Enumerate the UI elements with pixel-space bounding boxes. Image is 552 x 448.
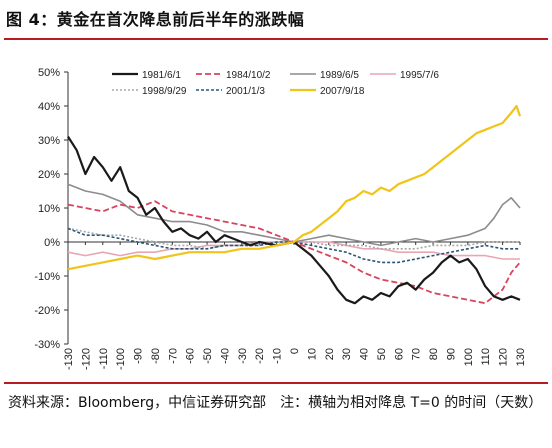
- x-tick-label: 120: [498, 348, 510, 366]
- y-tick-label: -10%: [34, 271, 60, 283]
- chart-axes: [67, 72, 520, 344]
- x-axis-ticks: -130 -120 -110 -100 -90 -80 -70 -60 -50 -40 -30 -20…: [63, 242, 527, 370]
- legend-label: 1989/6/5: [320, 70, 359, 81]
- x-tick-label: -60: [185, 348, 197, 364]
- y-tick-label: -20%: [34, 305, 60, 317]
- y-tick-label: -30%: [34, 339, 60, 351]
- source-divider: [4, 382, 548, 384]
- x-tick-label: -90: [133, 348, 145, 364]
- y-tick-label: 10%: [38, 203, 60, 215]
- x-tick-label: -40: [219, 348, 231, 364]
- x-tick-label: -100: [115, 348, 127, 370]
- x-tick-label: 110: [480, 348, 492, 366]
- chart-legend: 1981/6/1 1984/10/2 1989/6/5 1995/7/6 1998/9/…: [112, 70, 439, 97]
- x-tick-label: 70: [411, 348, 423, 360]
- series-line-2001-1-3: [67, 227, 520, 264]
- x-tick-label: 10: [306, 348, 318, 360]
- x-tick-label: -10: [272, 348, 284, 364]
- x-tick-label: -120: [80, 348, 92, 370]
- x-tick-label: 0: [289, 348, 301, 354]
- y-tick-label: 20%: [38, 169, 60, 181]
- x-tick-label: 20: [324, 348, 336, 360]
- x-tick-label: 130: [515, 348, 527, 366]
- legend-label: 1995/7/6: [400, 70, 439, 81]
- x-tick-label: -130: [63, 348, 75, 370]
- x-tick-label: 30: [341, 348, 353, 360]
- x-tick-label: -70: [167, 348, 179, 364]
- legend-label: 2007/9/18: [320, 86, 365, 97]
- line-chart: 50% 40% 30% 20% 10% 0% -10% -20% -30% -130 -120 -1…: [34, 67, 527, 370]
- source-note: 资料来源：Bloomberg，中信证券研究部 注：横轴为相对降息 T=0 的时间…: [8, 395, 543, 411]
- legend-label: 2001/1/3: [226, 86, 265, 97]
- legend-label: 1981/6/1: [142, 70, 181, 81]
- title-divider: [4, 38, 548, 40]
- x-tick-label: -50: [202, 348, 214, 364]
- x-tick-label: 80: [428, 348, 440, 360]
- figure-title: 图 4：黄金在首次降息前后半年的涨跌幅: [6, 10, 305, 29]
- x-tick-label: -30: [237, 348, 249, 364]
- x-tick-label: 40: [359, 348, 371, 360]
- series-line-1984-10-2: [67, 200, 521, 305]
- y-axis-ticks: 50% 40% 30% 20% 10% 0% -10% -20% -30%: [34, 67, 68, 351]
- y-tick-label: 50%: [38, 67, 60, 79]
- y-tick-label: 0%: [44, 237, 60, 249]
- series-line-1989-6-5: [67, 183, 521, 247]
- x-tick-label: -80: [150, 348, 162, 364]
- y-tick-label: 30%: [38, 135, 60, 147]
- x-tick-label: 50: [376, 348, 388, 360]
- x-tick-label: -110: [98, 348, 110, 369]
- x-tick-label: 100: [463, 348, 475, 366]
- x-tick-label: 60: [393, 348, 405, 360]
- series-line-2007-9-18: [67, 104, 522, 271]
- series-line-1981-6-1: [67, 136, 521, 305]
- x-tick-label: 90: [445, 348, 457, 360]
- x-tick-label: -20: [254, 348, 266, 364]
- legend-label: 1998/9/29: [142, 86, 187, 97]
- legend-label: 1984/10/2: [226, 70, 271, 81]
- chart-series: [67, 104, 522, 305]
- y-tick-label: 40%: [38, 101, 60, 113]
